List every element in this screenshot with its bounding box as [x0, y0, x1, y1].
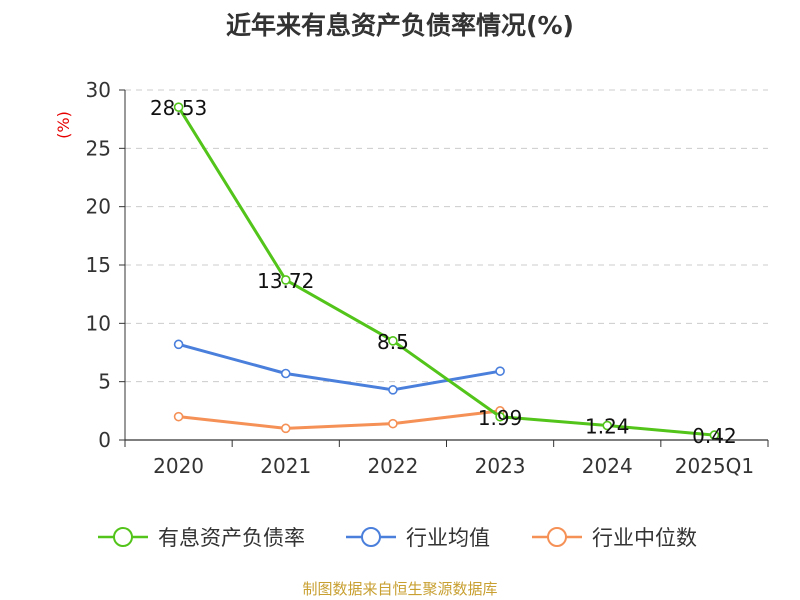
x-tick-label: 2024 [582, 454, 633, 478]
x-tick-label: 2022 [367, 454, 418, 478]
data-point [173, 411, 184, 422]
y-tick-label: 20 [86, 195, 111, 219]
y-tick-label: 0 [98, 428, 111, 452]
data-point [602, 420, 613, 431]
legend-label: 行业均值 [406, 526, 490, 550]
data-point [495, 411, 505, 422]
data-point [173, 102, 184, 112]
data-label: 28.53 [150, 96, 207, 120]
y-tick-label: 15 [86, 253, 111, 277]
x-tick-label: 2023 [475, 454, 526, 478]
data-point [280, 275, 291, 285]
x-tick-label: 2021 [260, 454, 311, 478]
data-point [388, 385, 398, 395]
data-point [388, 336, 398, 346]
legend-marker [547, 527, 567, 547]
data-point [280, 368, 291, 379]
y-tick-label: 5 [98, 370, 111, 394]
data-label: 13.72 [257, 269, 314, 293]
legend-marker [361, 527, 381, 547]
series-line [178, 409, 501, 430]
legend-marker [113, 527, 133, 547]
x-tick-label: 2025Q1 [675, 454, 754, 478]
y-tick-label: 10 [86, 311, 111, 335]
data-point [495, 366, 505, 376]
data-label: 1.99 [478, 406, 523, 430]
legend-label: 行业中位数 [592, 526, 697, 550]
y-tick-label: 30 [86, 78, 111, 102]
y-tick-label: 25 [86, 136, 111, 160]
data-point [173, 339, 184, 350]
series-line [177, 106, 715, 437]
data-label: 1.24 [585, 415, 630, 439]
data-label: 0.42 [692, 424, 737, 448]
chart-title: 近年来有息资产负债率情况(%) [226, 11, 574, 40]
source-note: 制图数据来自恒生聚源数据库 [302, 580, 498, 598]
y-axis-label: (%) [54, 111, 73, 139]
x-tick-label: 2020 [153, 454, 204, 478]
data-point [280, 423, 291, 434]
legend-label: 有息资产负债率 [158, 526, 305, 550]
data-point [388, 418, 398, 429]
data-point [709, 430, 720, 440]
data-label: 8.5 [377, 330, 409, 354]
